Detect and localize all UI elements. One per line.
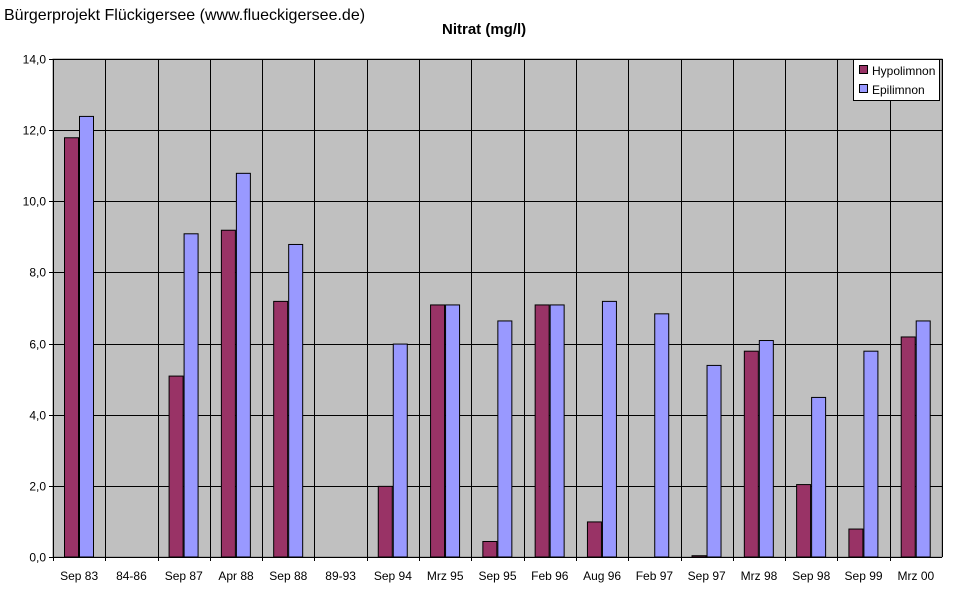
x-tick-label: 84-86	[116, 569, 147, 583]
bar-epilimnon-mrz-00	[915, 320, 931, 558]
bar-hypolimnon-sep-99	[848, 528, 864, 558]
bar-epilimnon-sep-97	[706, 364, 722, 558]
bar-epilimnon-aug-96	[601, 300, 617, 558]
bar-hypolimnon-sep-87	[168, 375, 184, 558]
x-tick-label: Aug 96	[583, 569, 621, 583]
x-tick-label: 89-93	[325, 569, 356, 583]
bar-epilimnon-sep-83	[79, 115, 94, 558]
x-tick-label: Sep 83	[60, 569, 98, 583]
x-tick-label: Mrz 00	[898, 569, 935, 583]
y-tick-label: 10,0	[23, 195, 47, 209]
bar-hypolimnon-sep-83	[64, 137, 79, 558]
x-tick-label: Sep 97	[688, 569, 726, 583]
x-tick-label: Feb 97	[636, 569, 674, 583]
bar-epilimnon-sep-99	[863, 350, 879, 558]
y-tick-label: 14,0	[23, 53, 47, 67]
x-tick-label: Sep 98	[792, 569, 830, 583]
y-tick-label: 8,0	[29, 266, 46, 280]
x-tick-label: Sep 99	[845, 569, 883, 583]
bar-epilimnon-apr-88	[235, 172, 251, 558]
y-tick-label: 6,0	[29, 338, 46, 352]
x-tick-label: Mrz 98	[741, 569, 778, 583]
bar-hypolimnon-sep-94	[377, 485, 393, 558]
bar-epilimnon-sep-87	[183, 233, 199, 558]
bar-hypolimnon-sep-88	[273, 300, 289, 558]
x-tick-label: Sep 94	[374, 569, 412, 583]
y-tick-label: 0,0	[29, 551, 46, 565]
bar-hypolimnon-mrz-00	[900, 336, 916, 558]
bar-epilimnon-feb-97	[654, 313, 670, 558]
bar-epilimnon-sep-98	[811, 396, 827, 558]
bar-hypolimnon-apr-88	[220, 229, 236, 558]
y-tick-label: 12,0	[23, 124, 47, 138]
bar-hypolimnon-sep-98	[796, 484, 812, 558]
x-tick-label: Feb 96	[531, 569, 569, 583]
bar-epilimnon-mrz-98	[758, 340, 774, 558]
chart-legend: Hypolimnon Epilimnon	[853, 59, 940, 101]
legend-label-epilimnon: Epilimnon	[872, 83, 925, 97]
legend-swatch-epilimnon	[859, 84, 868, 93]
bar-hypolimnon-mrz-95	[430, 304, 446, 558]
bar-hypolimnon-feb-96	[534, 304, 550, 558]
legend-swatch-hypolimnon	[859, 65, 868, 74]
legend-label-hypolimnon: Hypolimnon	[872, 64, 936, 78]
x-tick-label: Sep 87	[165, 569, 203, 583]
x-tick-label: Mrz 95	[427, 569, 464, 583]
x-tick-label: Apr 88	[218, 569, 254, 583]
source-header: Bürgerprojekt Flückigersee (www.flueckig…	[4, 7, 366, 24]
bar-epilimnon-sep-88	[288, 243, 304, 558]
x-tick-label: Sep 95	[478, 569, 516, 583]
y-tick-label: 2,0	[29, 480, 46, 494]
bar-hypolimnon-aug-96	[586, 521, 602, 558]
bar-hypolimnon-sep-95	[482, 540, 498, 558]
legend-item-epilimnon: Epilimnon	[859, 83, 925, 97]
bar-epilimnon-sep-94	[392, 343, 408, 558]
legend-item-hypolimnon: Hypolimnon	[859, 64, 935, 78]
chart-title: Nitrat (mg/l)	[442, 21, 527, 38]
bar-epilimnon-feb-96	[549, 304, 565, 558]
bar-epilimnon-mrz-95	[445, 304, 461, 558]
y-tick-label: 4,0	[29, 409, 46, 423]
bar-epilimnon-sep-95	[497, 320, 513, 558]
bar-hypolimnon-mrz-98	[743, 350, 759, 558]
bar-hypolimnon-sep-97	[691, 555, 707, 558]
x-tick-label: Sep 88	[269, 569, 307, 583]
